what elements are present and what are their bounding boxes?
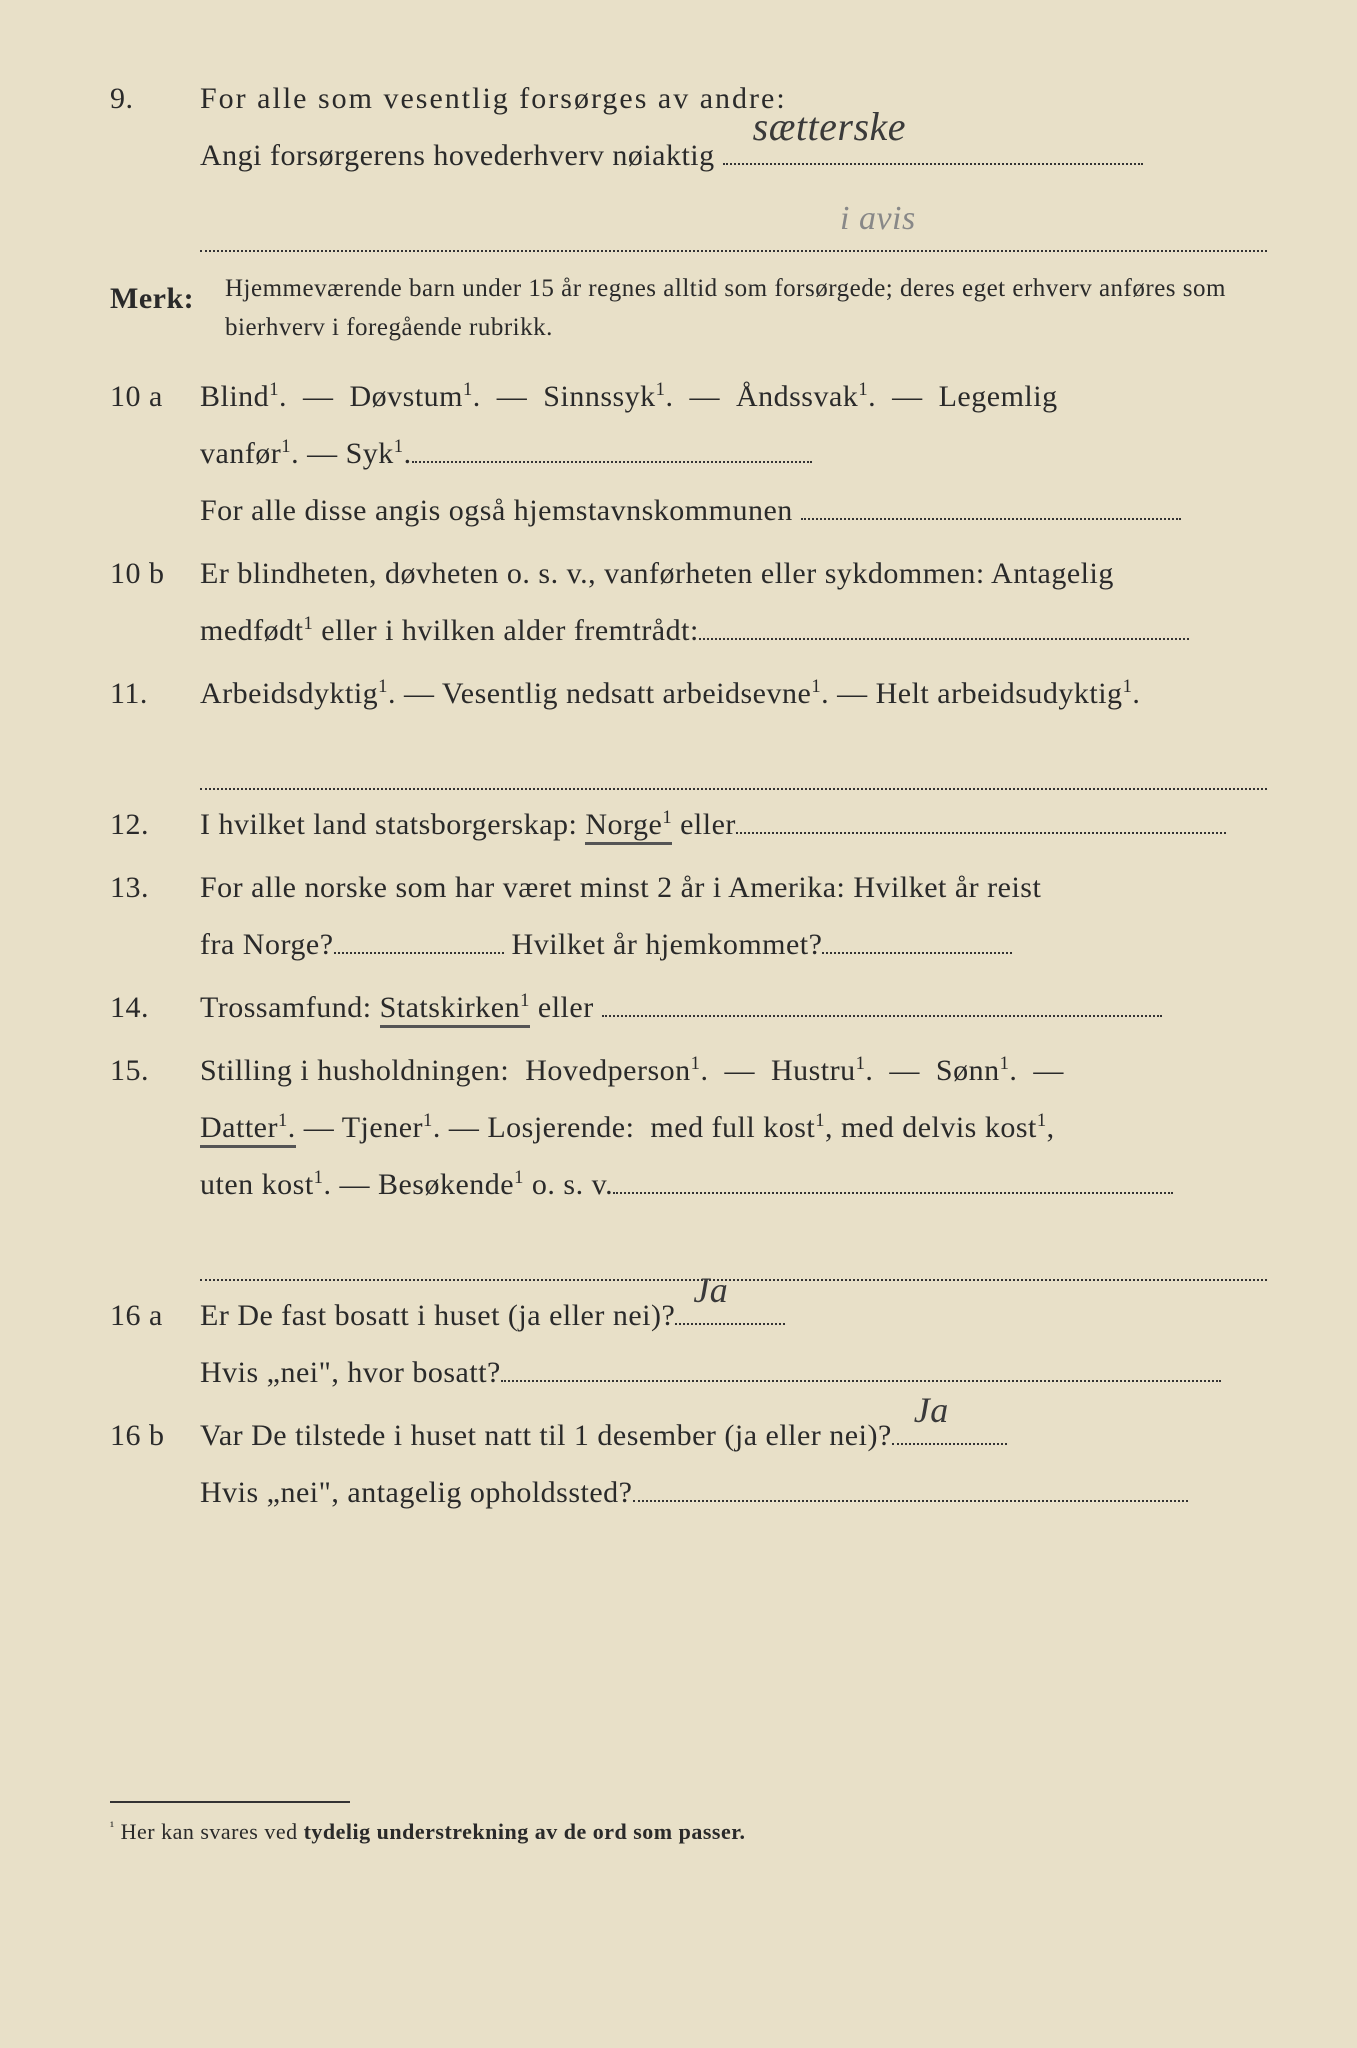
q10b-line2: medfødt1 eller i hvilken alder fremtrådt… (200, 602, 1267, 659)
q16a-blank[interactable] (501, 1347, 1221, 1382)
footnote-text-b: tydelig understrekning av de ord som pas… (304, 1819, 746, 1844)
question-10b: 10 b Er blindheten, døvheten o. s. v., v… (110, 545, 1267, 659)
question-13: 13. For alle norske som har været minst … (110, 859, 1267, 973)
q12-norge: Norge1 (585, 808, 672, 845)
q15-body: Stilling i husholdningen: Hovedperson1. … (200, 1042, 1267, 1281)
q12-number: 12. (110, 796, 200, 853)
q10b-number: 10 b (110, 545, 200, 659)
q16b-number: 16 b (110, 1407, 200, 1521)
footnote-text-a: Her kan svares ved (115, 1819, 304, 1844)
question-12: 12. I hvilket land statsborgerskap: Norg… (110, 796, 1267, 853)
q10a-line3: For alle disse angis også hjemstavnskomm… (200, 482, 1267, 539)
q16b-line2-prefix: Hvis „nei", antagelig opholdssted? (200, 1476, 633, 1509)
q16a-answer: Ja (693, 1256, 728, 1324)
q14-prefix: Trossamfund: (200, 991, 380, 1024)
q13-line2a: fra Norge? (200, 928, 334, 961)
q13-blank1[interactable] (334, 919, 504, 954)
question-15: 15. Stilling i husholdningen: Hovedperso… (110, 1042, 1267, 1281)
q16b-blank[interactable] (633, 1467, 1188, 1502)
q14-statskirken: Statskirken1 (380, 991, 530, 1028)
q16a-body: Er De fast bosatt i huset (ja eller nei)… (200, 1287, 1267, 1401)
merk-note: Merk: Hjemmeværende barn under 15 år reg… (110, 270, 1267, 348)
q9-number: 9. (110, 70, 200, 252)
q10a-line1: Blind1. — Døvstum1. — Sinnssyk1. — Åndss… (200, 368, 1267, 425)
q11-number: 11. (110, 665, 200, 790)
question-14: 14. Trossamfund: Statskirken1 eller (110, 979, 1267, 1036)
q12-body: I hvilket land statsborgerskap: Norge1 e… (200, 796, 1267, 853)
q14-number: 14. (110, 979, 200, 1036)
q9-line2-prefix: Angi forsørgerens hovederhverv nøiaktig (200, 139, 715, 172)
q16a-line1: Er De fast bosatt i huset (ja eller nei)… (200, 1287, 1267, 1344)
question-16a: 16 a Er De fast bosatt i huset (ja eller… (110, 1287, 1267, 1401)
q15-datter: Datter1. (200, 1111, 296, 1148)
q9-line2: Angi forsørgerens hovederhverv nøiaktig … (200, 127, 1267, 184)
q15-blank1[interactable] (613, 1159, 1173, 1194)
merk-text: Hjemmeværende barn under 15 år regnes al… (225, 270, 1267, 348)
q9-answer-field-2[interactable]: i avis (200, 184, 1267, 252)
question-10a: 10 a Blind1. — Døvstum1. — Sinnssyk1. — … (110, 368, 1267, 539)
q16b-body: Var De tilstede i huset natt til 1 desem… (200, 1407, 1267, 1521)
q9-answer-field[interactable]: sætterske (723, 130, 1143, 165)
q13-body: For alle norske som har været minst 2 år… (200, 859, 1267, 973)
question-16b: 16 b Var De tilstede i huset natt til 1 … (110, 1407, 1267, 1521)
q15-line2: Datter1. — Tjener1. — Losjerende: med fu… (200, 1099, 1267, 1156)
q10b-blank[interactable] (699, 605, 1189, 640)
footnote-rule (110, 1801, 350, 1803)
q12-blank[interactable] (736, 799, 1226, 834)
q13-line2b: Hvilket år hjemkommet? (512, 928, 823, 961)
q9-answer-text: sætterske (753, 89, 906, 165)
q16a-answer-field[interactable]: Ja (675, 1290, 785, 1325)
q15-line1: Stilling i husholdningen: Hovedperson1. … (200, 1042, 1267, 1099)
q10b-body: Er blindheten, døvheten o. s. v., vanfør… (200, 545, 1267, 659)
q10a-line2: vanfør1. — Syk1. (200, 425, 1267, 482)
q13-number: 13. (110, 859, 200, 973)
q15-line3: uten kost1. — Besøkende1 o. s. v. (200, 1156, 1267, 1213)
q15-blank2[interactable] (200, 1213, 1267, 1281)
q9-body: For alle som vesentlig forsørges av andr… (200, 70, 1267, 252)
q16a-number: 16 a (110, 1287, 200, 1401)
q15-number: 15. (110, 1042, 200, 1281)
q13-blank2[interactable] (822, 919, 1012, 954)
q11-blank[interactable] (200, 722, 1267, 790)
q9-line1: For alle som vesentlig forsørges av andr… (200, 70, 1267, 127)
q16b-line1: Var De tilstede i huset natt til 1 desem… (200, 1407, 1267, 1464)
footnote: ¹ Her kan svares ved tydelig understrekn… (110, 1811, 1267, 1853)
q10a-line3-text: For alle disse angis også hjemstavnskomm… (200, 494, 793, 527)
question-11: 11. Arbeidsdyktig1. — Vesentlig nedsatt … (110, 665, 1267, 790)
q16a-line2-prefix: Hvis „nei", hvor bosatt? (200, 1356, 501, 1389)
q16b-answer: Ja (914, 1376, 949, 1444)
q14-body: Trossamfund: Statskirken1 eller (200, 979, 1267, 1036)
q12-suffix: eller (672, 808, 736, 841)
q10a-kommune-blank[interactable] (801, 485, 1181, 520)
q16a-line1-prefix: Er De fast bosatt i huset (ja eller nei)… (200, 1299, 675, 1332)
q13-line1: For alle norske som har været minst 2 år… (200, 859, 1267, 916)
census-form-page: 9. For alle som vesentlig forsørges av a… (0, 0, 1357, 1912)
q9-answer2-text: i avis (840, 187, 916, 252)
q16a-line2: Hvis „nei", hvor bosatt? (200, 1344, 1267, 1401)
q13-line2: fra Norge? Hvilket år hjemkommet? (200, 916, 1267, 973)
q12-prefix: I hvilket land statsborgerskap: (200, 808, 585, 841)
question-9: 9. For alle som vesentlig forsørges av a… (110, 70, 1267, 252)
q11-body: Arbeidsdyktig1. — Vesentlig nedsatt arbe… (200, 665, 1267, 790)
q10a-number: 10 a (110, 368, 200, 539)
q10a-blank[interactable] (412, 428, 812, 463)
q16b-line1-prefix: Var De tilstede i huset natt til 1 desem… (200, 1419, 892, 1452)
q14-suffix: eller (530, 991, 594, 1024)
q16b-answer-field[interactable]: Ja (892, 1410, 1007, 1445)
q14-blank[interactable] (602, 982, 1162, 1017)
q16b-line2: Hvis „nei", antagelig opholdssted? (200, 1464, 1267, 1521)
merk-label: Merk: (110, 270, 225, 348)
q10a-body: Blind1. — Døvstum1. — Sinnssyk1. — Åndss… (200, 368, 1267, 539)
